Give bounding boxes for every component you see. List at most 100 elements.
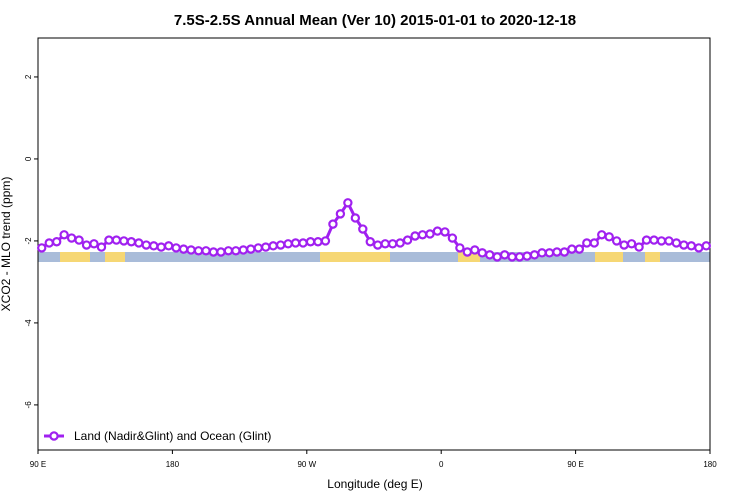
data-point bbox=[66, 233, 77, 243]
data-point bbox=[410, 231, 420, 241]
data-point bbox=[626, 239, 637, 249]
data-point bbox=[298, 238, 308, 248]
data-point bbox=[417, 230, 428, 240]
x-tick-label: 90 W bbox=[297, 460, 316, 469]
data-point bbox=[104, 235, 114, 245]
data-point bbox=[373, 240, 383, 250]
data-point bbox=[268, 241, 278, 251]
data-point bbox=[253, 243, 263, 253]
data-point bbox=[328, 219, 338, 229]
data-point bbox=[238, 245, 249, 255]
data-point bbox=[499, 250, 510, 260]
data-point bbox=[365, 237, 375, 247]
surface-mask bbox=[38, 252, 710, 262]
data-point bbox=[119, 236, 129, 246]
chart-title: 7.5S-2.5S Annual Mean (Ver 10) 2015-01-0… bbox=[174, 12, 576, 29]
data-point bbox=[96, 242, 107, 252]
data-point bbox=[567, 244, 577, 254]
data-point bbox=[611, 236, 622, 246]
y-tick-label: 0 bbox=[24, 156, 33, 161]
data-point bbox=[358, 224, 368, 234]
data-point bbox=[261, 242, 271, 252]
y-axis-label: XCO2 - MLO trend (ppm) bbox=[0, 177, 13, 312]
data-point bbox=[395, 238, 405, 248]
data-point bbox=[141, 240, 151, 250]
data-point bbox=[492, 252, 502, 262]
data-point bbox=[89, 239, 99, 249]
x-tick-label: 0 bbox=[439, 460, 444, 469]
land-band bbox=[60, 252, 90, 262]
data-point bbox=[641, 235, 652, 245]
data-point bbox=[37, 243, 47, 253]
data-point bbox=[597, 230, 607, 240]
x-tick-label: 180 bbox=[166, 460, 180, 469]
data-point bbox=[44, 238, 54, 248]
data-point bbox=[432, 226, 443, 236]
data-point bbox=[313, 237, 323, 247]
y-tick-label: -6 bbox=[24, 401, 33, 409]
data-point bbox=[380, 239, 390, 249]
data-point bbox=[522, 251, 532, 261]
data-point bbox=[305, 237, 316, 247]
y-tick-label: 2 bbox=[24, 74, 33, 79]
data-point bbox=[440, 227, 450, 237]
data-point bbox=[246, 244, 256, 254]
data-point bbox=[275, 240, 286, 250]
land-band bbox=[458, 252, 480, 262]
data-point bbox=[387, 239, 398, 249]
data-point bbox=[544, 248, 555, 258]
land-band bbox=[645, 252, 660, 262]
data-point bbox=[402, 235, 413, 245]
data-point bbox=[507, 252, 517, 262]
y-tick-label: -4 bbox=[24, 319, 33, 327]
land-band bbox=[320, 252, 390, 262]
x-tick-label: 180 bbox=[703, 460, 717, 469]
x-axis-label: Longitude (deg E) bbox=[327, 477, 422, 491]
y-tick-label: -2 bbox=[24, 237, 33, 245]
data-point bbox=[477, 248, 487, 258]
data-point bbox=[186, 245, 196, 255]
data-point bbox=[149, 241, 159, 251]
data-point bbox=[350, 213, 361, 223]
data-point bbox=[178, 244, 189, 254]
data-point bbox=[470, 245, 480, 255]
data-point bbox=[156, 242, 166, 252]
data-point bbox=[649, 235, 659, 245]
data-point bbox=[462, 247, 473, 257]
data-point bbox=[320, 236, 331, 246]
data-point bbox=[111, 235, 122, 245]
data-point bbox=[74, 235, 84, 245]
data-point bbox=[208, 247, 219, 257]
data-point bbox=[126, 237, 137, 247]
data-point bbox=[559, 247, 570, 257]
data-point bbox=[694, 243, 704, 253]
data-point bbox=[193, 246, 204, 256]
data-point bbox=[335, 209, 346, 219]
data-point bbox=[514, 252, 525, 262]
data-point bbox=[223, 246, 234, 256]
data-point bbox=[343, 198, 353, 208]
land-band bbox=[105, 252, 125, 262]
data-point bbox=[81, 240, 92, 250]
data-point bbox=[537, 248, 547, 258]
x-tick-label: 90 E bbox=[567, 460, 583, 469]
x-tick-label: 90 E bbox=[30, 460, 46, 469]
data-point bbox=[552, 247, 562, 257]
data-point bbox=[163, 241, 174, 251]
land-band bbox=[595, 252, 623, 262]
data-point bbox=[634, 242, 644, 252]
data-point bbox=[283, 239, 293, 249]
data-point bbox=[216, 247, 226, 257]
data-point bbox=[701, 241, 711, 251]
data-point bbox=[671, 238, 682, 248]
data-point bbox=[664, 236, 674, 246]
data-point bbox=[589, 238, 599, 248]
data-point bbox=[231, 246, 241, 256]
legend-marker bbox=[49, 431, 59, 441]
data-point bbox=[686, 241, 697, 251]
legend-label: Land (Nadir&Glint) and Ocean (Glint) bbox=[74, 429, 271, 443]
data-point bbox=[529, 250, 540, 260]
data-point bbox=[447, 233, 458, 243]
